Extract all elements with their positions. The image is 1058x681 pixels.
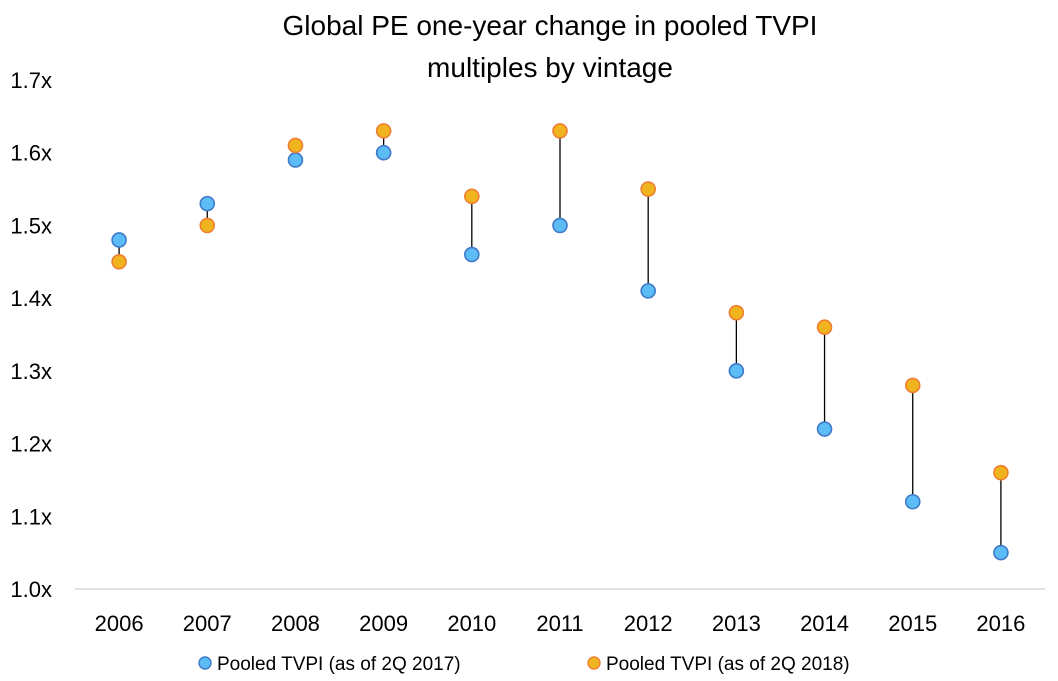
y-axis-tick-labels: 1.0x 1.1x 1.2x 1.3x 1.4x 1.5x 1.6x 1.7x bbox=[10, 68, 52, 602]
point-2q-2018 bbox=[375, 123, 392, 139]
x-tick-label: 2008 bbox=[271, 611, 320, 636]
y-tick-label: 1.0x bbox=[10, 577, 52, 602]
legend: Pooled TVPI (as of 2Q 2017) Pooled TVPI (… bbox=[198, 654, 850, 675]
point-2q-2017 bbox=[199, 195, 216, 212]
y-tick-label: 1.5x bbox=[10, 213, 52, 238]
y-tick-label: 1.2x bbox=[10, 432, 52, 457]
point-2q-2018 bbox=[728, 304, 745, 321]
point-2q-2018 bbox=[552, 123, 568, 139]
connector-lines bbox=[118, 130, 1002, 553]
point-2q-2017 bbox=[375, 144, 392, 161]
point-2q-2017 bbox=[287, 152, 304, 168]
y-tick-label: 1.1x bbox=[10, 504, 52, 529]
x-tick-label: 2010 bbox=[447, 611, 496, 636]
point-2q-2017 bbox=[464, 246, 480, 263]
x-tick-label: 2016 bbox=[976, 611, 1025, 636]
legend-label: Pooled TVPI (as of 2Q 2018) bbox=[606, 654, 850, 675]
x-tick-label: 2013 bbox=[712, 611, 761, 636]
point-2q-2018 bbox=[640, 181, 656, 197]
point-2q-2018 bbox=[816, 319, 833, 336]
y-tick-label: 1.7x bbox=[10, 68, 52, 93]
data-points bbox=[111, 123, 1009, 561]
legend-item: Pooled TVPI (as of 2Q 2018) bbox=[587, 654, 850, 675]
point-2q-2017 bbox=[816, 421, 833, 437]
y-tick-label: 1.4x bbox=[10, 286, 52, 311]
x-axis-tick-labels: 2006 2007 2008 2009 2010 2011 2012 2013 2014 2015… bbox=[95, 611, 1026, 636]
y-tick-label: 1.6x bbox=[10, 141, 52, 166]
legend-item: Pooled TVPI (as of 2Q 2017) bbox=[198, 654, 461, 675]
x-tick-label: 2012 bbox=[624, 611, 673, 636]
chart-title-line-2: multiples by vintage bbox=[427, 52, 673, 83]
point-2q-2017 bbox=[993, 544, 1009, 561]
x-tick-label: 2007 bbox=[183, 611, 232, 636]
chart-title-line-1: Global PE one-year change in pooled TVPI bbox=[283, 10, 818, 41]
point-2q-2018 bbox=[111, 253, 127, 270]
point-2q-2018 bbox=[993, 464, 1009, 481]
point-2q-2017 bbox=[728, 363, 745, 379]
x-tick-label: 2006 bbox=[95, 611, 144, 636]
x-tick-label: 2009 bbox=[359, 611, 408, 636]
legend-marker bbox=[587, 656, 601, 670]
point-2q-2018 bbox=[464, 188, 480, 205]
legend-label: Pooled TVPI (as of 2Q 2017) bbox=[217, 654, 461, 675]
point-2q-2017 bbox=[552, 217, 568, 234]
point-2q-2017 bbox=[640, 283, 656, 299]
point-2q-2017 bbox=[904, 493, 921, 510]
point-2q-2018 bbox=[199, 217, 216, 234]
point-2q-2018 bbox=[287, 137, 304, 154]
y-tick-label: 1.3x bbox=[10, 359, 52, 384]
point-2q-2018 bbox=[904, 377, 921, 394]
point-2q-2017 bbox=[111, 232, 127, 248]
x-tick-label: 2011 bbox=[536, 611, 583, 636]
x-tick-label: 2014 bbox=[800, 611, 849, 636]
legend-marker bbox=[198, 656, 212, 670]
x-tick-label: 2015 bbox=[888, 611, 937, 636]
